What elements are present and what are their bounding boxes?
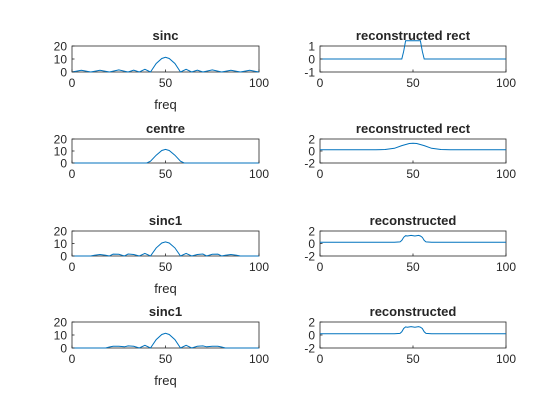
y-tick-label: 0 (308, 237, 315, 251)
series-line (320, 327, 506, 334)
subplot-title: reconstructed rect (356, 121, 471, 136)
x-tick-label: 100 (249, 260, 269, 274)
x-tick-label: 50 (406, 167, 420, 181)
y-tick-label: 10 (54, 53, 68, 67)
y-tick-label: 20 (54, 225, 68, 239)
x-tick-label: 50 (159, 352, 173, 366)
y-tick-label: 2 (308, 316, 315, 330)
y-tick-label: 20 (54, 316, 68, 330)
x-tick-label: 50 (406, 76, 420, 90)
y-tick-label: -2 (304, 250, 315, 264)
x-tick-label: 100 (249, 352, 269, 366)
y-tick-label: 2 (308, 133, 315, 147)
axes-box (72, 46, 259, 72)
axes-box (320, 139, 506, 163)
subplot-title: reconstructed (370, 213, 457, 228)
y-tick-label: 0 (308, 53, 315, 67)
x-tick-label: 0 (69, 167, 76, 181)
x-tick-label: 100 (496, 76, 516, 90)
x-tick-label: 50 (406, 352, 420, 366)
y-tick-label: 1 (308, 40, 315, 54)
x-tick-label: 50 (159, 167, 173, 181)
x-tick-label: 50 (406, 260, 420, 274)
axes-box (72, 322, 259, 348)
y-tick-label: 20 (54, 40, 68, 54)
subplot-title: sinc1 (149, 213, 182, 228)
y-tick-label: -2 (304, 342, 315, 356)
x-tick-label: 100 (249, 167, 269, 181)
axes-box (320, 231, 506, 256)
y-tick-label: 0 (308, 329, 315, 343)
subplot-title: centre (146, 121, 185, 136)
y-tick-label: 20 (54, 133, 68, 147)
y-tick-label: -1 (304, 66, 315, 80)
y-tick-label: -2 (304, 157, 315, 171)
y-tick-label: 0 (60, 157, 67, 171)
y-tick-label: 0 (308, 145, 315, 159)
x-tick-label: 50 (159, 76, 173, 90)
y-tick-label: 10 (54, 329, 68, 343)
x-tick-label: 100 (496, 260, 516, 274)
x-tick-label: 0 (69, 352, 76, 366)
axes-box (320, 322, 506, 348)
series-line (320, 235, 506, 242)
x-tick-label: 0 (317, 76, 324, 90)
x-tick-label: 50 (159, 260, 173, 274)
x-axis-label: freq (154, 373, 176, 388)
y-tick-label: 2 (308, 225, 315, 239)
x-axis-label: freq (154, 97, 176, 112)
x-tick-label: 0 (317, 352, 324, 366)
subplot-title: sinc (152, 28, 178, 43)
x-tick-label: 0 (69, 76, 76, 90)
series-line (320, 41, 506, 59)
y-tick-label: 0 (60, 66, 67, 80)
x-tick-label: 100 (496, 352, 516, 366)
x-axis-label: freq (154, 281, 176, 296)
subplot-title: reconstructed rect (356, 28, 471, 43)
subplot-title: sinc1 (149, 304, 182, 319)
y-tick-label: 10 (54, 237, 68, 251)
x-tick-label: 100 (249, 76, 269, 90)
x-tick-label: 100 (496, 167, 516, 181)
x-tick-label: 0 (317, 260, 324, 274)
subplot-title: reconstructed (370, 304, 457, 319)
x-tick-label: 0 (317, 167, 324, 181)
y-tick-label: 0 (60, 342, 67, 356)
series-line (320, 143, 506, 150)
axes-box (72, 231, 259, 256)
y-tick-label: 10 (54, 145, 68, 159)
x-tick-label: 0 (69, 260, 76, 274)
y-tick-label: 0 (60, 250, 67, 264)
axes-box (72, 139, 259, 163)
